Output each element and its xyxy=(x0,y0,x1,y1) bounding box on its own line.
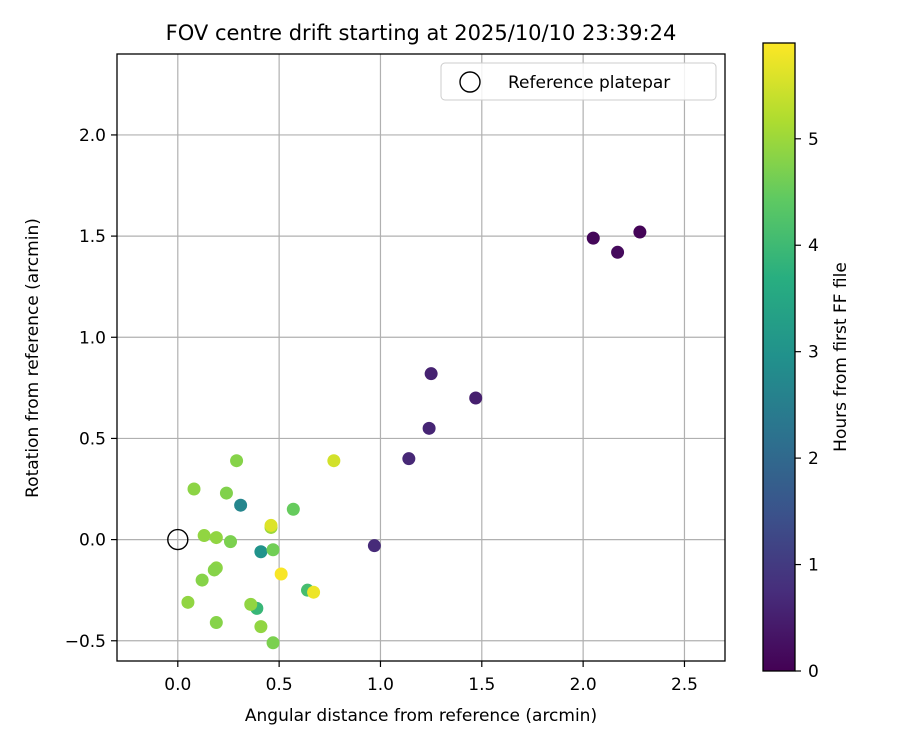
x-tick-label: 2.0 xyxy=(570,675,597,695)
data-point xyxy=(264,518,278,532)
chart-title: FOV centre drift starting at 2025/10/10 … xyxy=(166,21,677,45)
data-point xyxy=(195,573,209,587)
x-axis-ticks: 0.0 0.5 1.0 1.5 2.0 2.5 xyxy=(164,661,698,695)
data-point xyxy=(197,529,211,543)
y-axis-label: Rotation from reference (arcmin) xyxy=(23,218,43,498)
data-point xyxy=(223,535,237,549)
y-tick-label: 1.5 xyxy=(79,227,106,247)
data-points xyxy=(167,225,647,650)
grid-lines xyxy=(117,54,725,661)
data-point xyxy=(254,620,268,634)
data-point xyxy=(254,545,268,559)
data-point xyxy=(219,486,233,500)
legend-open-circle-icon xyxy=(459,71,481,93)
data-point xyxy=(586,231,600,245)
colorbar: 0 1 2 3 4 5 Hours from first FF file xyxy=(762,42,851,682)
reference-point-marker xyxy=(167,528,189,551)
colorbar-tick-label: 1 xyxy=(808,556,819,576)
colorbar-tick-label: 2 xyxy=(808,449,819,469)
data-point xyxy=(187,482,201,496)
legend-label: Reference platepar xyxy=(508,73,670,93)
data-point xyxy=(181,595,195,609)
x-tick-label: 1.5 xyxy=(468,675,495,695)
data-point xyxy=(424,367,438,381)
y-tick-label: 0.0 xyxy=(79,531,106,551)
data-point xyxy=(286,502,300,516)
y-tick-label: −0.5 xyxy=(65,632,106,652)
x-tick-label: 0.5 xyxy=(266,675,293,695)
colorbar-label: Hours from first FF file xyxy=(831,262,851,452)
data-point xyxy=(307,585,321,599)
data-point xyxy=(469,391,483,405)
y-tick-label: 1.0 xyxy=(79,328,106,348)
x-tick-label: 0.0 xyxy=(164,675,191,695)
data-point xyxy=(230,454,244,468)
colorbar-tick-label: 0 xyxy=(808,662,819,682)
colorbar-ticks: 0 1 2 3 4 5 xyxy=(795,130,819,682)
data-point xyxy=(234,498,248,512)
data-point xyxy=(209,531,223,545)
data-point xyxy=(207,563,221,577)
y-tick-label: 0.5 xyxy=(79,429,106,449)
colorbar-tick-label: 5 xyxy=(808,130,819,150)
data-point xyxy=(244,597,258,611)
data-point xyxy=(367,539,381,553)
y-tick-label: 2.0 xyxy=(79,126,106,146)
legend: Reference platepar xyxy=(440,62,717,101)
x-tick-label: 2.5 xyxy=(671,675,698,695)
data-point xyxy=(422,421,436,435)
colorbar-tick-label: 4 xyxy=(808,236,819,256)
data-point xyxy=(611,245,625,259)
data-point xyxy=(209,616,223,630)
data-point xyxy=(266,636,280,650)
x-axis-label: Angular distance from reference (arcmin) xyxy=(245,706,597,726)
data-point xyxy=(633,225,647,239)
data-point xyxy=(327,454,341,468)
data-point xyxy=(402,452,416,466)
data-point xyxy=(266,543,280,557)
plot-frame xyxy=(116,53,726,662)
x-tick-label: 1.0 xyxy=(367,675,394,695)
colorbar-gradient xyxy=(762,42,796,672)
y-axis-ticks: −0.5 0.0 0.5 1.0 1.5 2.0 xyxy=(65,126,117,652)
data-point xyxy=(274,567,288,581)
colorbar-tick-label: 3 xyxy=(808,343,819,363)
legend-box xyxy=(440,62,717,101)
